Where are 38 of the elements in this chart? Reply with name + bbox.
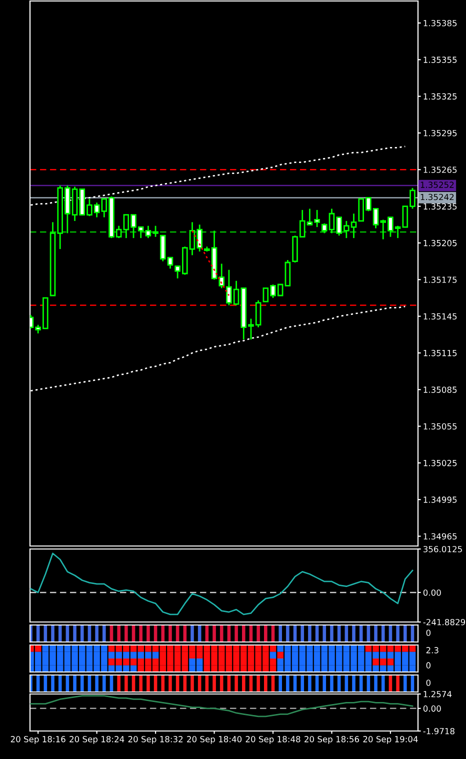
y-tick-label: 1.35235 (424, 203, 457, 210)
line-series (30, 695, 414, 718)
y-tick-label: 1.35055 (424, 423, 457, 430)
y-tick-label: 1.35115 (424, 350, 457, 356)
x-tick-label: 20 Sep 18:32 (128, 736, 183, 744)
text: 2.3 (426, 647, 438, 654)
y-tick-label: -1.9718 (423, 728, 454, 734)
y-tick-label: 1.35295 (424, 130, 457, 136)
ref-line-label: 1.35252 (420, 182, 454, 188)
y-tick-label: 1.35325 (424, 93, 457, 100)
text: 0 (426, 680, 431, 686)
y-tick-label: 1.34965 (424, 533, 457, 540)
y-tick-label: 1.35355 (424, 56, 457, 63)
x-tick-label: 20 Sep 18:48 (246, 736, 300, 744)
y-tick-label: 1.35175 (424, 276, 457, 283)
bar (270, 652, 276, 658)
y-tick-label: 356.0125 (423, 546, 462, 552)
text: 0 (426, 630, 431, 636)
y-tick-label: -241.8829 (423, 618, 466, 626)
candlestick (284, 259, 291, 286)
y-tick-label: 1.35205 (424, 240, 457, 246)
x-tick-label: 20 Sep 18:56 (304, 736, 360, 744)
y-tick-label: 1.35385 (424, 20, 457, 26)
ref-line-label: 1.35242 (420, 194, 454, 200)
y-tick-label: 1.34995 (424, 496, 457, 503)
y-tick-label: 1.35145 (424, 313, 457, 320)
line-series (30, 552, 414, 616)
y-tick-label: 1.2574 (424, 690, 452, 698)
y-tick-label: 0.00 (423, 705, 441, 712)
y-tick-label: 1.35085 (424, 386, 457, 393)
y-tick-label: 1.35025 (424, 460, 457, 466)
x-tick-label: 20 Sep 18:16 (10, 736, 66, 744)
y-tick-label: 0.00 (423, 589, 441, 596)
x-tick-label: 20 Sep 19:04 (363, 736, 418, 744)
y-tick-label: 1.35265 (424, 166, 457, 173)
x-tick-label: 20 Sep 18:40 (187, 736, 242, 744)
text: 0 (426, 662, 431, 668)
x-tick-label: 20 Sep 18:24 (70, 736, 124, 744)
